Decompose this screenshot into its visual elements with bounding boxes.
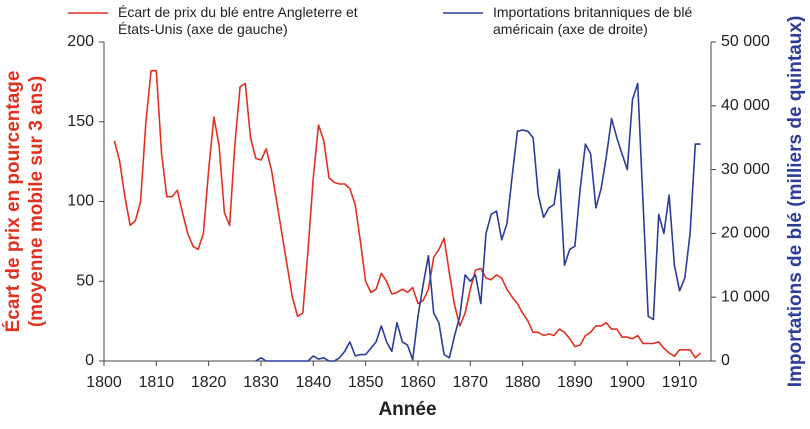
x-tick-label: 1800	[86, 374, 122, 391]
y-tick-label: 200	[67, 33, 94, 50]
x-tick-label: 1910	[662, 374, 698, 391]
y-tick-label: 50	[76, 272, 94, 289]
y-tick-label: 0	[85, 352, 94, 369]
x-tick-label: 1830	[243, 374, 279, 391]
legend-label: Importations britanniques de blé américa…	[493, 4, 693, 37]
legend-label: Écart de prix du blé entre Angleterre et…	[118, 4, 358, 37]
x-tick-label: 1890	[557, 374, 593, 391]
x-tick-label: 1820	[191, 374, 227, 391]
x-axis-title: Année	[378, 399, 436, 420]
x-tick-label: 1850	[348, 374, 384, 391]
series-line	[255, 82, 701, 362]
y2-tick-label: 30 000	[721, 161, 770, 178]
x-tick-label: 1880	[505, 374, 541, 391]
series-line	[113, 69, 702, 359]
x-tick-label: 1870	[452, 374, 488, 391]
y2-tick-label: 40 000	[721, 97, 770, 114]
y2-tick-label: 0	[721, 352, 730, 369]
y2-tick-label: 50 000	[721, 33, 770, 50]
y2-tick-label: 20 000	[721, 225, 770, 242]
x-tick-label: 1810	[139, 374, 175, 391]
y2-axis-title: Importations de blé (milliers de quintau…	[785, 16, 806, 388]
x-tick-label: 1840	[296, 374, 332, 391]
x-tick-label: 1860	[400, 374, 436, 391]
x-tick-label: 1900	[609, 374, 645, 391]
y-tick-label: 150	[67, 113, 94, 130]
y-tick-label: 100	[67, 193, 94, 210]
y-axis-title: Écart de prix en pourcentage	[2, 71, 24, 333]
y-axis-title: (moyenne mobile sur 3 ans)	[26, 76, 47, 327]
y2-tick-label: 10 000	[721, 288, 770, 305]
